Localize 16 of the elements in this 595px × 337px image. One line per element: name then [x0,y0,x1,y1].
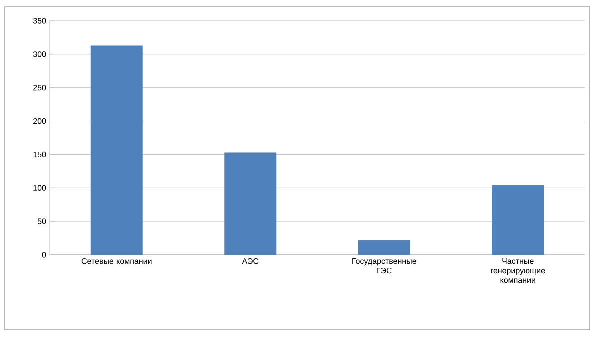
x-tick-label: Сетевые компании [82,258,152,264]
y-tick-label: 50 [38,218,46,224]
bar [224,152,277,255]
y-tick-label: 300 [33,52,46,58]
y-tick-label: 250 [34,85,46,91]
x-tick-label: Частные генерирующие компании [491,258,546,284]
x-tick-label: Государственные ГЭС [352,258,416,274]
y-tick-label: 200 [34,118,46,124]
bar [492,185,544,255]
bar [90,46,143,255]
bar [358,240,410,255]
y-tick-label: 100 [34,185,46,191]
y-tick-label: 0 [42,252,46,258]
y-tick-label: 150 [34,152,46,158]
y-tick-label: 350 [33,18,46,24]
x-tick-label: АЭС [242,258,259,264]
